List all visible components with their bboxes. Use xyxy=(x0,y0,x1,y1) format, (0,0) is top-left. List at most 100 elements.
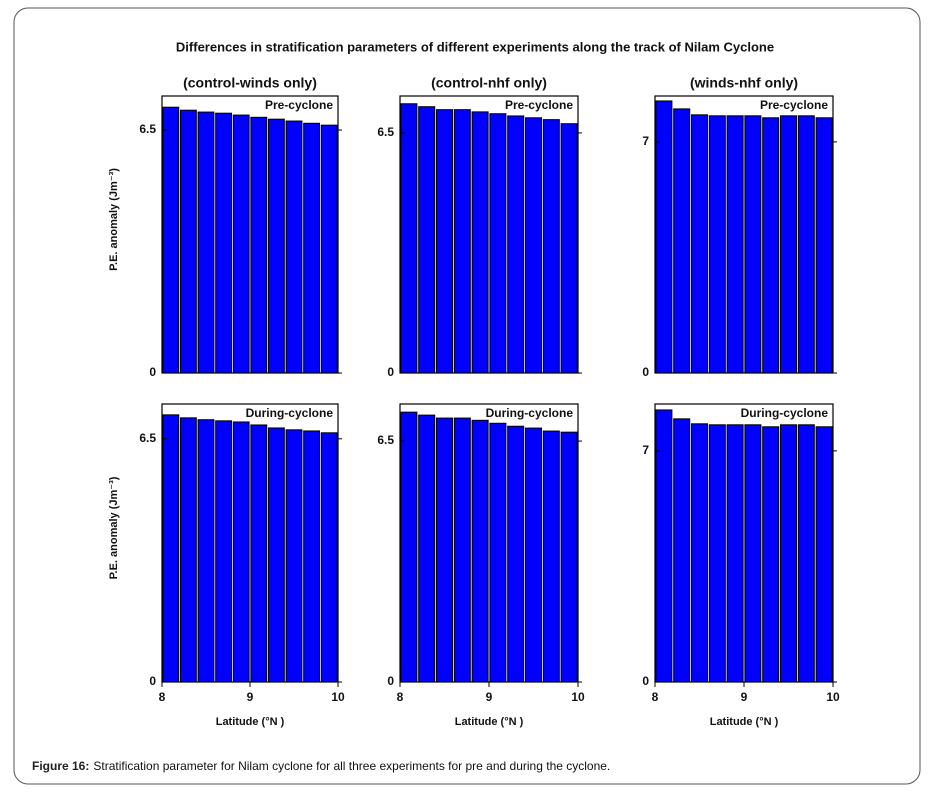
bar xyxy=(797,424,815,683)
bar xyxy=(400,411,418,683)
x-tick-label: 9 xyxy=(486,690,493,704)
x-tick-label: 10 xyxy=(331,690,345,704)
bar xyxy=(524,117,543,374)
bar xyxy=(453,417,471,683)
annotation: Pre-cyclone xyxy=(265,98,333,112)
bar xyxy=(435,109,454,374)
bar xyxy=(726,115,744,374)
annotation: During-cyclone xyxy=(486,406,574,420)
x-tick-label: 8 xyxy=(397,690,404,704)
annotation: Pre-cyclone xyxy=(760,98,828,112)
y-tick-label: 0 xyxy=(642,674,649,688)
bar xyxy=(320,432,338,683)
bar xyxy=(779,115,798,374)
y-axis-label: P.E. anomaly (Jm⁻³) xyxy=(108,168,120,271)
bar xyxy=(779,424,798,683)
y-tick-label: 0 xyxy=(642,365,649,379)
bar xyxy=(762,426,780,683)
subplot-title: (control-winds only) xyxy=(183,75,317,91)
bar xyxy=(418,106,436,374)
y-tick-label: 6.5 xyxy=(377,433,394,447)
bar xyxy=(524,427,543,683)
bar xyxy=(303,430,321,683)
bar xyxy=(267,118,285,374)
bar xyxy=(303,122,321,374)
bar xyxy=(400,103,418,374)
bar xyxy=(744,424,762,683)
annotation: Pre-cyclone xyxy=(505,98,573,112)
bar xyxy=(507,425,525,683)
bar xyxy=(250,116,268,374)
bar xyxy=(162,106,180,374)
bar xyxy=(815,117,833,374)
subplot-title: (control-nhf only) xyxy=(431,75,547,91)
bar xyxy=(489,422,507,683)
plot-frame xyxy=(654,95,834,374)
x-tick-label: 10 xyxy=(571,690,585,704)
x-tick-label: 9 xyxy=(247,690,254,704)
bar xyxy=(690,423,709,683)
subplot-title: (winds-nhf only) xyxy=(690,75,798,91)
y-tick-label: 0 xyxy=(387,674,394,688)
bar xyxy=(471,111,489,374)
y-tick-label: 0 xyxy=(387,365,394,379)
bar xyxy=(179,109,197,374)
caption: Figure 16: Stratification parameter for N… xyxy=(32,759,610,773)
bar xyxy=(320,124,338,374)
bar xyxy=(708,424,726,683)
bar xyxy=(453,109,471,374)
bar xyxy=(560,431,578,683)
bar xyxy=(744,115,762,374)
bar xyxy=(435,417,454,683)
bar xyxy=(673,108,691,374)
bar xyxy=(285,120,303,374)
y-tick-label: 0 xyxy=(149,674,156,688)
plot-frame xyxy=(161,95,339,374)
y-tick-label: 0 xyxy=(149,365,156,379)
bar xyxy=(815,426,833,683)
plot-frame xyxy=(399,95,579,374)
x-axis-label: Latitude (°N ) xyxy=(455,716,524,728)
bar xyxy=(560,123,578,374)
bar xyxy=(215,420,233,683)
bar xyxy=(232,421,250,683)
bar xyxy=(542,119,560,374)
bar xyxy=(471,419,489,683)
bar xyxy=(197,111,215,374)
figure-frame xyxy=(13,7,921,785)
y-tick-label: 6.5 xyxy=(377,125,394,139)
bar xyxy=(285,429,303,683)
bar xyxy=(179,417,197,683)
x-tick-label: 8 xyxy=(159,690,166,704)
y-tick-label: 7 xyxy=(642,443,649,457)
figure-title: Differences in stratification parameters… xyxy=(176,39,774,54)
x-axis-label: Latitude (°N ) xyxy=(710,716,779,728)
bar xyxy=(542,430,560,683)
bar xyxy=(762,117,780,374)
x-axis-label: Latitude (°N ) xyxy=(216,716,285,728)
y-tick-label: 6.5 xyxy=(139,431,156,445)
x-tick-label: 8 xyxy=(652,690,659,704)
y-tick-label: 7 xyxy=(642,134,649,148)
bar xyxy=(215,112,233,374)
bar xyxy=(162,414,180,683)
bar xyxy=(267,427,285,683)
y-tick-label: 6.5 xyxy=(139,122,156,136)
bar xyxy=(418,414,436,683)
y-axis-label: P.E. anomaly (Jm⁻³) xyxy=(108,476,120,579)
bar xyxy=(708,115,726,374)
x-tick-label: 9 xyxy=(741,690,748,704)
annotation: During-cyclone xyxy=(246,406,334,420)
bar xyxy=(489,113,507,374)
annotation: During-cyclone xyxy=(741,406,829,420)
bar xyxy=(507,115,525,374)
bar xyxy=(197,419,215,683)
bar xyxy=(232,114,250,374)
x-tick-label: 10 xyxy=(826,690,840,704)
bar xyxy=(726,424,744,683)
bar xyxy=(797,115,815,374)
caption-text: Stratification parameter for Nilam cyclo… xyxy=(93,759,610,773)
caption-label: Figure 16: xyxy=(32,759,89,773)
